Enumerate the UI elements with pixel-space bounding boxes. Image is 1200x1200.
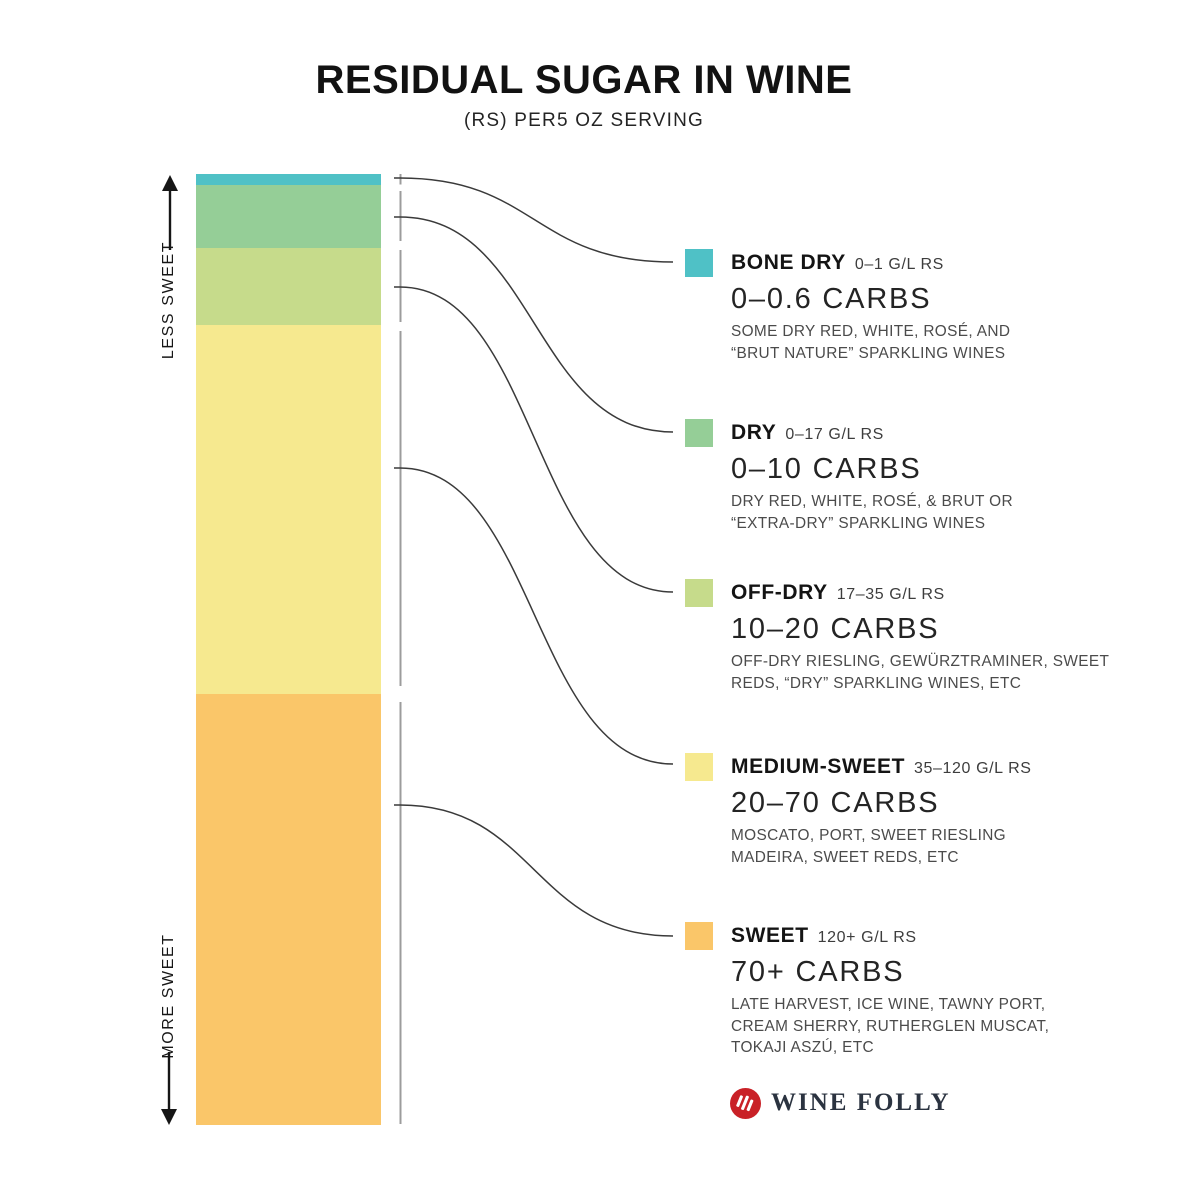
connector-off-dry	[394, 286, 674, 593]
examples-line: OFF-DRY RIESLING, GEWÜRZTRAMINER, SWEET	[731, 653, 1110, 670]
color-swatch	[685, 419, 713, 447]
connector-medium-sweet	[394, 467, 674, 765]
connector-bone-dry	[394, 177, 674, 263]
sweetness-bar	[196, 174, 381, 1125]
category-rs-range: 0–1 G/L RS	[854, 256, 944, 273]
color-swatch	[685, 579, 713, 607]
color-swatch	[685, 922, 713, 950]
category-name: OFF-DRY	[731, 581, 828, 604]
logo-wordmark: WINE FOLLY	[771, 1089, 951, 1116]
category-carbs: 20–70 CARBS	[731, 787, 940, 819]
category-examples: DRY RED, WHITE, ROSÉ, & BRUT OR “EXTRA-D…	[731, 491, 1151, 534]
bar-segment-medium-sweet	[196, 325, 381, 694]
examples-line: SOME DRY RED, WHITE, ROSÉ, AND	[731, 323, 1011, 340]
examples-line: “BRUT NATURE” SPARKLING WINES	[731, 344, 1006, 362]
examples-line: REDS, “DRY” SPARKLING WINES, ETC	[731, 674, 1022, 692]
examples-line: TOKAJI ASZÚ, ETC	[731, 1039, 875, 1056]
category-carbs: 0–0.6 CARBS	[731, 283, 932, 315]
category-name: MEDIUM-SWEET	[731, 755, 906, 778]
category-carbs: 0–10 CARBS	[731, 453, 922, 485]
bar-segment-sweet	[196, 694, 381, 1125]
wine-folly-logo: WINE FOLLY	[730, 1087, 951, 1119]
category-examples: LATE HARVEST, ICE WINE, TAWNY PORT, CREA…	[731, 994, 1151, 1059]
bar-segment-dry	[196, 184, 381, 248]
category-examples: MOSCATO, PORT, SWEET RIESLING MADEIRA, S…	[731, 825, 1151, 868]
category-rs-range: 17–35 G/L RS	[836, 586, 945, 603]
more-sweet-label: MORE SWEET	[160, 933, 177, 1059]
examples-line: LATE HARVEST, ICE WINE, TAWNY PORT,	[731, 996, 1046, 1013]
connector-dry	[394, 216, 674, 433]
connector-curves	[394, 177, 674, 937]
examples-line: DRY RED, WHITE, ROSÉ, & BRUT OR	[731, 493, 1013, 510]
color-swatch	[685, 249, 713, 277]
category-name: BONE DRY	[731, 251, 846, 274]
arrow-up-icon	[162, 175, 178, 250]
page-subtitle: (RS) PER5 OZ SERVING	[463, 110, 705, 131]
bar-segment-bone-dry	[196, 174, 381, 185]
category-carbs: 10–20 CARBS	[731, 613, 940, 645]
header: RESIDUAL SUGAR IN WINE (RS) PER5 OZ SERV…	[0, 58, 1168, 132]
wine-folly-mark-icon	[730, 1087, 761, 1119]
category-name: SWEET	[731, 924, 809, 947]
examples-line: CREAM SHERRY, RUTHERGLEN MUSCAT,	[731, 1017, 1050, 1035]
arrow-down-icon	[161, 1052, 177, 1125]
examples-line: MADEIRA, SWEET REDS, ETC	[731, 848, 959, 866]
category-examples: OFF-DRY RIESLING, GEWÜRZTRAMINER, SWEET …	[731, 651, 1151, 694]
category-name: DRY	[731, 421, 777, 444]
category-carbs: 70+ CARBS	[731, 956, 905, 988]
category-rs-range: 120+ G/L RS	[817, 929, 917, 946]
less-sweet-label: LESS SWEET	[160, 240, 177, 360]
category-rs-range: 0–17 G/L RS	[785, 426, 884, 443]
connector-sweet	[394, 804, 674, 937]
color-swatch	[685, 753, 713, 781]
bar-segment-off-dry	[196, 248, 381, 325]
category-rs-range: 35–120 G/L RS	[914, 760, 1032, 777]
category-examples: SOME DRY RED, WHITE, ROSÉ, AND “BRUT NAT…	[731, 321, 1151, 364]
examples-line: “EXTRA-DRY” SPARKLING WINES	[731, 514, 986, 532]
page-title: RESIDUAL SUGAR IN WINE	[315, 58, 853, 102]
examples-line: MOSCATO, PORT, SWEET RIESLING	[731, 827, 1006, 844]
